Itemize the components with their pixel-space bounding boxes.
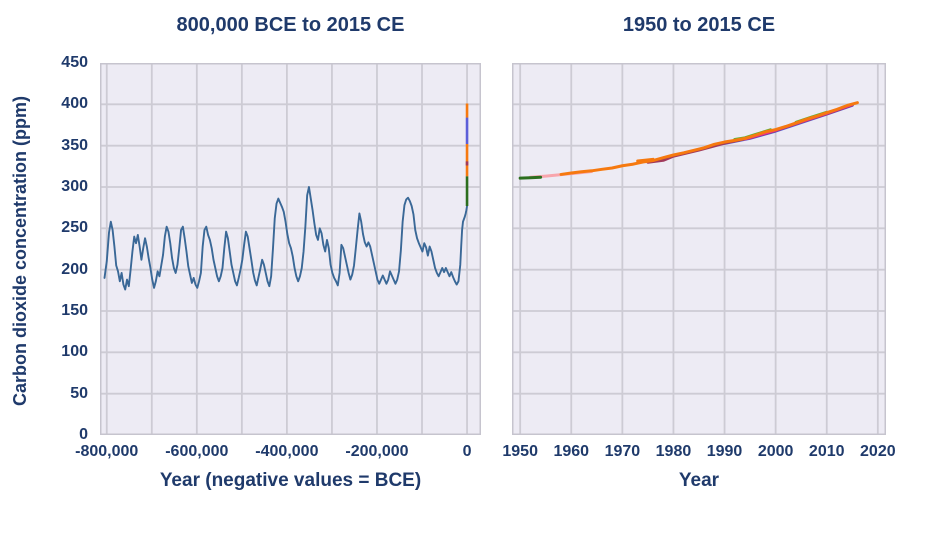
y-tick-label: 200 [61, 260, 88, 278]
y-tick-label: 350 [61, 136, 88, 154]
x-tick-label: 2020 [860, 443, 896, 460]
left-chart-title: 800,000 BCE to 2015 CE [176, 14, 405, 36]
y-tick-label: 300 [61, 178, 88, 195]
y-tick-label: 50 [70, 384, 88, 402]
right-chart-plot [512, 63, 886, 435]
y-tick-label: 400 [61, 95, 88, 113]
y-tick-label: 450 [61, 54, 88, 71]
x-tick-label: 0 [462, 443, 472, 460]
series-ice-core-composite [103, 186, 468, 291]
series-record-green-early [518, 175, 543, 180]
x-tick-label: -400,000 [255, 443, 319, 460]
left-chart-plot [100, 63, 481, 435]
y-tick-label: 150 [61, 302, 88, 319]
plot-background [512, 63, 886, 435]
right-chart-title: 1950 to 2015 CE [622, 14, 776, 36]
x-tick-label: -600,000 [165, 443, 229, 460]
y-tick-label: 0 [79, 426, 88, 443]
x-tick-label: 1970 [604, 443, 641, 460]
plot-border [100, 63, 481, 435]
right-x-axis-label: Year [678, 470, 720, 491]
series-record-orange-mauna-loa [559, 101, 859, 176]
y-tick-label: 250 [61, 219, 88, 237]
x-tick-label: -800,000 [75, 443, 139, 460]
plot-border [512, 63, 886, 435]
x-tick-label: 2010 [808, 443, 845, 460]
x-tick-label: 2000 [757, 443, 794, 460]
x-tick-label: 1960 [553, 443, 590, 460]
x-tick-label: 1950 [502, 443, 538, 460]
x-tick-label: 1990 [706, 443, 743, 460]
left-x-axis-label: Year (negative values = BCE) [159, 470, 422, 491]
y-tick-label: 100 [61, 343, 88, 361]
x-tick-label: -200,000 [345, 443, 409, 460]
x-tick-label: 1980 [655, 443, 692, 460]
